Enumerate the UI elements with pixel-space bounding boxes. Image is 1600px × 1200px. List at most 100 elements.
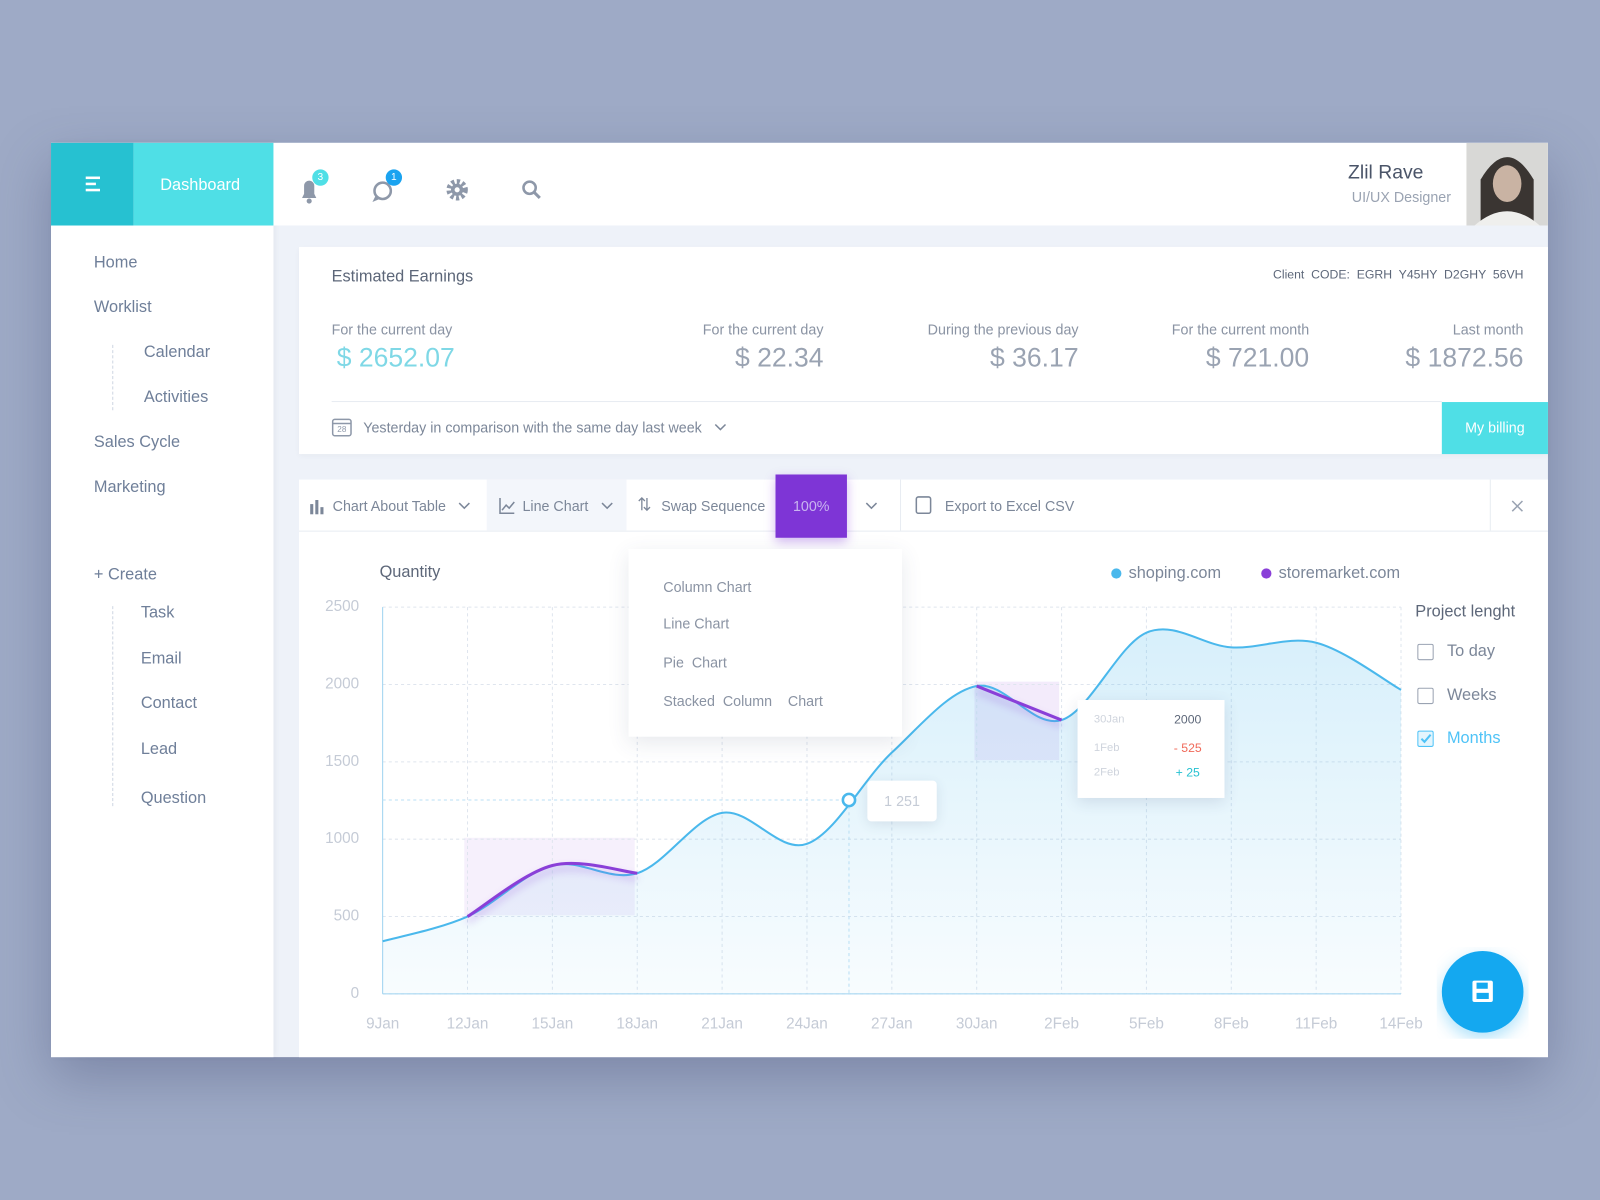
toolbar-icons	[310, 496, 1523, 515]
filter-label[interactable]: Months	[1446, 729, 1501, 747]
popup-date: 30Jan	[1093, 713, 1125, 726]
hamburger-icon	[85, 176, 100, 192]
badge	[385, 169, 403, 186]
divider	[331, 401, 1442, 403]
tree-line	[112, 344, 114, 411]
y-tick-label: 500	[334, 908, 360, 925]
badge-count: 1	[391, 172, 397, 183]
y-tick-label: 1500	[325, 753, 359, 770]
earnings-title: Estimated Earnings	[331, 268, 474, 286]
menu-item[interactable]: Marketing	[93, 478, 166, 496]
x-tick-label: 2Feb	[1044, 1016, 1079, 1033]
checkbox[interactable]	[1417, 687, 1434, 705]
filter-label[interactable]: To day	[1446, 642, 1496, 661]
menu-item[interactable]: Calendar	[143, 343, 211, 362]
stat-label: For the current day	[331, 321, 453, 338]
legend-label: storemarket.com	[1279, 564, 1400, 582]
x-tick-label: 18Jan	[616, 1016, 658, 1033]
create-item[interactable]: Question	[140, 789, 207, 808]
chart-type-menu	[628, 548, 903, 737]
popup-value: + 25	[1175, 765, 1200, 780]
x-tick-label: 14Feb	[1379, 1016, 1422, 1033]
stat-value: $ 2652.07	[336, 341, 455, 373]
save-button[interactable]	[1437, 947, 1529, 1039]
bell-icon[interactable]	[302, 180, 317, 204]
toolbar-item[interactable]: Chart About Table	[332, 497, 446, 515]
menu-item[interactable]: Sales Cycle	[93, 433, 181, 452]
user-role: UI/UX Designer	[1351, 188, 1452, 206]
point-value: 1 251	[884, 792, 920, 810]
avatar[interactable]	[1466, 142, 1548, 226]
toolbar-item[interactable]: Line Chart	[522, 497, 589, 515]
stat-label: For the current day	[702, 321, 824, 338]
billing-label: My billing	[1465, 419, 1525, 436]
stat-value: $ 36.17	[990, 341, 1079, 373]
popup-date: 1Feb	[1093, 741, 1120, 755]
badge	[312, 169, 329, 186]
badge-count: 3	[318, 172, 324, 183]
create-item[interactable]: Contact	[140, 694, 198, 713]
checkbox[interactable]	[1417, 730, 1434, 747]
x-tick-label: 30Jan	[956, 1016, 998, 1033]
x-tick-label: 15Jan	[532, 1016, 574, 1033]
create-item[interactable]: Email	[140, 649, 182, 668]
filters-title: Project lenght	[1415, 603, 1516, 621]
filter-label[interactable]: Weeks	[1446, 686, 1497, 705]
x-tick-label: 11Feb	[1295, 1016, 1337, 1033]
create-button[interactable]: + Create	[93, 566, 157, 584]
y-tick-label: 0	[351, 985, 360, 1002]
stat-label: For the current month	[1171, 321, 1310, 338]
menu-item[interactable]: Worklist	[93, 298, 152, 317]
brand-tab[interactable]	[133, 142, 274, 226]
checkbox[interactable]	[1417, 643, 1434, 661]
toolbar-item[interactable]: Export to Excel CSV	[944, 497, 1075, 515]
menu-option[interactable]: Line Chart	[663, 615, 730, 632]
user-name: Zlil Rave	[1348, 162, 1424, 184]
toolbar-item[interactable]: Swap Sequence	[661, 497, 766, 515]
calendar-icon: 28	[331, 418, 352, 437]
sidebar	[51, 142, 274, 1058]
header-icons: 3 1	[302, 169, 541, 204]
chat-icon[interactable]	[372, 181, 393, 203]
client-code: Client CODE: EGRH Y45HY D2GHY 56VH	[1273, 267, 1524, 282]
menu-option[interactable]: Column Chart	[663, 578, 752, 595]
earnings-panel	[298, 246, 1548, 455]
y-tick-label: 1000	[325, 830, 359, 847]
y-tick-label: 2500	[325, 598, 359, 615]
create-item[interactable]: Lead	[140, 740, 178, 759]
x-tick-label: 27Jan	[871, 1016, 913, 1033]
series-line	[466, 861, 638, 918]
tree-line	[112, 606, 114, 807]
menu-item[interactable]: Home	[93, 254, 138, 272]
series-line	[976, 684, 1063, 722]
menu-option[interactable]: Stacked Column Chart	[663, 692, 823, 710]
compare-popup	[1077, 699, 1225, 798]
header	[273, 142, 1548, 226]
zoom-value: 100%	[792, 497, 830, 515]
zoom-button[interactable]	[775, 474, 847, 538]
y-tick-label: 2000	[325, 676, 359, 693]
stat-value: $ 721.00	[1205, 341, 1310, 373]
check-mark	[1420, 734, 1432, 744]
stat-value: $ 1872.56	[1405, 341, 1524, 373]
legend-label: shoping.com	[1129, 564, 1222, 582]
menu-button[interactable]	[51, 142, 134, 226]
toolbar-divider	[298, 530, 1548, 532]
comparison-select[interactable]: Yesterday in comparison with the same da…	[363, 419, 702, 436]
brand: Dashboard	[160, 176, 241, 194]
menu-item[interactable]: Activities	[143, 388, 209, 407]
menu-option[interactable]: Pie Chart	[663, 654, 727, 671]
billing-button[interactable]	[1441, 402, 1548, 455]
x-tick-label: 9Jan	[366, 1016, 399, 1033]
legend-dot	[1111, 568, 1122, 579]
settings-icon[interactable]	[446, 179, 468, 201]
toolbar-sep	[1489, 479, 1491, 531]
popup-value: - 525	[1173, 740, 1202, 756]
chevron	[714, 423, 727, 431]
create-item[interactable]: Task	[140, 604, 175, 622]
search-icon[interactable]	[522, 180, 541, 200]
popup-date: 2Feb	[1093, 766, 1120, 779]
y-axis-label: Quantity	[380, 563, 442, 581]
